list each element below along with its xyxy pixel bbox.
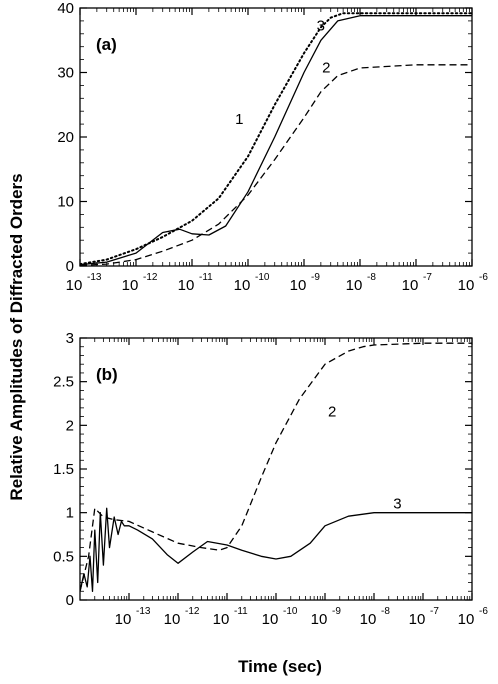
panel-b-series-3-line [80, 507, 472, 592]
panel-b: 10 -13 10 -12 10 -11 10 -10 10 -9 10 -8 10 -7 10 -6 0 0.5… [53, 330, 488, 628]
panel-a-y-tick-label: 20 [57, 129, 74, 146]
panel-a-x-tick-exponent: -8 [367, 272, 376, 283]
panel-a-y-tick-label: 40 [57, 0, 74, 17]
panel-a-x-tick-label: 10 [66, 277, 83, 294]
panel-b-y-tick-label: 2 [66, 417, 74, 434]
panel-a-x-tick-exponent: -12 [143, 272, 158, 283]
panel-b-x-tick-exponent: -10 [283, 606, 298, 617]
panel-a-x-tick-exponent: -6 [479, 272, 488, 283]
panel-b-x-tick-exponent: -7 [430, 606, 439, 617]
panel-b-curve-label: 3 [393, 495, 401, 512]
panel-b-x-tick-exponent: -9 [332, 606, 341, 617]
panel-b-x-tick-label: 10 [262, 611, 279, 628]
panel-b-label: (b) [96, 365, 118, 384]
panel-a-label: (a) [96, 35, 117, 54]
panel-a-x-tick-label: 10 [178, 277, 195, 294]
panel-a-y-tick-label: 0 [66, 258, 74, 275]
panel-a-curve-label: 2 [322, 60, 330, 77]
panel-a: 10 -13 10 -12 10 -11 10 -10 10 -9 10 -8 10 -7 10 -6 0 10 2… [57, 0, 488, 294]
panel-a-x-tick-label: 10 [402, 277, 419, 294]
panel-b-x-tick-exponent: -12 [185, 606, 200, 617]
panel-a-x-tick-exponent: -7 [423, 272, 432, 283]
panel-a-y-tick-label: 30 [57, 65, 74, 82]
panel-a-curve-label: 1 [235, 111, 243, 128]
panel-b-x-tick-label: 10 [115, 611, 132, 628]
panel-b-x-tick-label: 10 [360, 611, 377, 628]
x-axis-title: Time (sec) [238, 657, 322, 676]
panel-a-x-tick-label: 10 [122, 277, 139, 294]
panel-b-curve-label: 2 [328, 404, 336, 421]
panel-a-x-tick-exponent: -13 [87, 272, 102, 283]
panel-b-plot-frame [79, 337, 473, 601]
panel-a-plot-frame [79, 7, 473, 267]
panel-a-series-3-line [80, 15, 472, 266]
panel-a-series-2-line [80, 64, 472, 266]
panel-a-series-1-line [80, 12, 472, 266]
panel-b-y-tick-label: 1.5 [53, 461, 74, 478]
panel-b-x-tick-label: 10 [213, 611, 230, 628]
panel-a-y-tick-label: 10 [57, 194, 74, 211]
panel-b-x-tick-exponent: -11 [234, 606, 248, 617]
panel-a-curve-label: 3 [317, 18, 325, 35]
panel-b-x-tick-label: 10 [311, 611, 328, 628]
panel-b-y-tick-label: 2.5 [53, 374, 74, 391]
panel-b-x-tick-label: 10 [458, 611, 475, 628]
panel-b-x-tick-label: 10 [164, 611, 181, 628]
panel-a-x-tick-label: 10 [346, 277, 363, 294]
panel-b-x-tick-exponent: -6 [479, 606, 488, 617]
panel-b-x-tick-exponent: -13 [136, 606, 151, 617]
panel-b-series-2-line [80, 342, 472, 592]
y-axis-title: Relative Amplitudes of Diffracted Orders [7, 173, 26, 500]
panel-b-x-tick-exponent: -8 [381, 606, 390, 617]
panel-b-y-tick-label: 0.5 [53, 548, 74, 565]
panel-a-x-tick-exponent: -11 [199, 272, 213, 283]
panel-b-y-tick-label: 3 [66, 330, 74, 347]
panel-a-x-tick-exponent: -10 [255, 272, 270, 283]
panel-a-x-tick-label: 10 [290, 277, 307, 294]
panel-b-y-tick-label: 0 [66, 592, 74, 609]
panel-a-x-tick-label: 10 [458, 277, 475, 294]
panel-a-x-tick-label: 10 [234, 277, 251, 294]
panel-b-y-tick-label: 1 [66, 505, 74, 522]
panel-b-x-tick-label: 10 [409, 611, 426, 628]
panel-a-x-tick-exponent: -9 [311, 272, 320, 283]
